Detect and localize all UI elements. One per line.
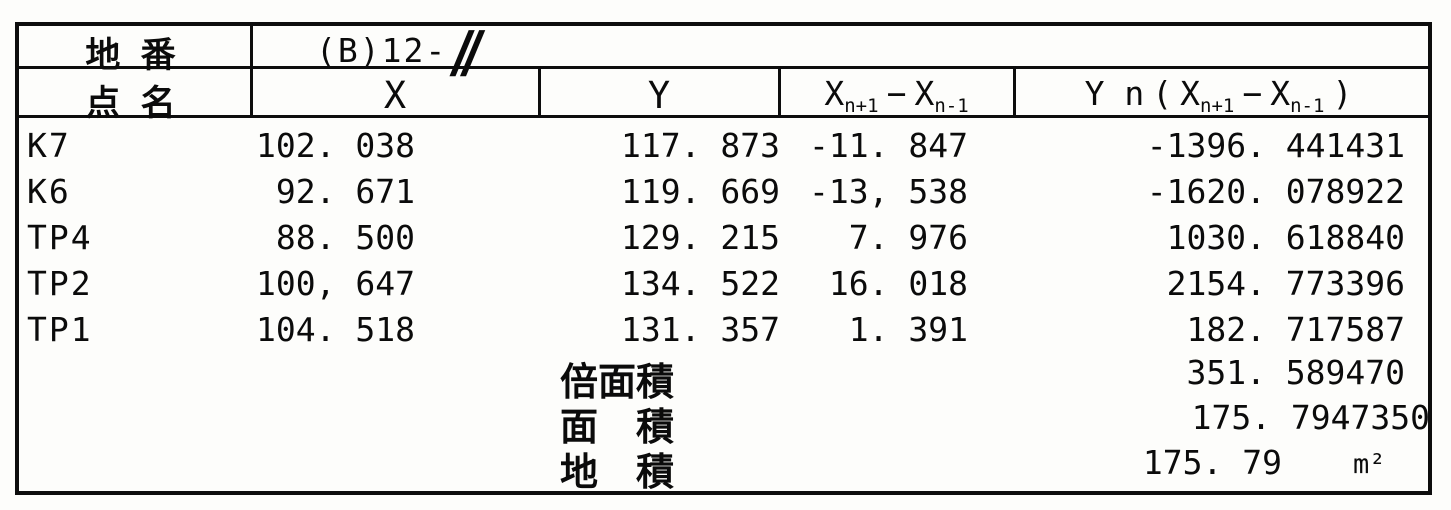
table-row: TP2 100, 647 134. 522 16. 018 2154. 7733… xyxy=(15,264,1432,306)
row-divider-parcel xyxy=(15,66,1432,69)
double-area-value: 351. 589470 xyxy=(1186,353,1405,392)
x-value: 100, 647 xyxy=(256,264,415,303)
point-name-header: 点 名 xyxy=(85,84,180,124)
dx-x1: X xyxy=(824,74,845,113)
product-value: -1396. 441431 xyxy=(1146,126,1405,165)
product-column-header: Y n(Xn+1− Xn-1) xyxy=(1016,74,1429,117)
prod-minus: − xyxy=(1242,74,1263,113)
prod-x2: X xyxy=(1270,74,1291,113)
table-outer-border xyxy=(15,22,1432,495)
y-value: 131. 357 xyxy=(621,310,780,349)
point-name: TP4 xyxy=(27,218,93,257)
area-value: 175. 7947350 xyxy=(1191,398,1430,437)
prod-sub1: n+1 xyxy=(1200,95,1235,117)
registered-area-label: 地 積 xyxy=(560,450,675,494)
table-row: TP4 88. 500 129. 215 7. 976 1030. 618840 xyxy=(15,218,1432,260)
point-name: K6 xyxy=(27,172,71,211)
registered-area-row: 地 積 175. 79 m² xyxy=(15,441,1432,494)
col-divider-y-dx xyxy=(778,68,781,117)
dx-value: -13, 538 xyxy=(809,172,968,211)
table-row: K6 92. 671 119. 669 -13, 538 -1620. 0789… xyxy=(15,172,1432,214)
dx-value: -11. 847 xyxy=(809,126,968,165)
point-name: TP1 xyxy=(27,310,93,349)
double-area-label: 倍面積 xyxy=(560,360,675,404)
double-area-row: 倍面積 351. 589470 xyxy=(15,351,1432,404)
product-value: -1620. 078922 xyxy=(1146,172,1405,211)
area-row: 面 積 175. 7947350 xyxy=(15,396,1432,449)
y-value: 134. 522 xyxy=(621,264,780,303)
x-value: 92. 671 xyxy=(275,172,415,211)
x-value: 88. 500 xyxy=(275,218,415,257)
prod-close-paren: ) xyxy=(1332,74,1353,113)
x-value: 104. 518 xyxy=(256,310,415,349)
y-value: 117. 873 xyxy=(621,126,780,165)
y-value: 119. 669 xyxy=(621,172,780,211)
dx-sub2: n-1 xyxy=(934,95,969,117)
dx-value: 7. 976 xyxy=(848,218,968,257)
table-row: K7 102. 038 117. 873 -11. 847 -1396. 441… xyxy=(15,126,1432,168)
registered-area-value: 175. 79 xyxy=(1142,443,1282,482)
prod-yn: Y n xyxy=(1084,74,1145,113)
product-value: 2154. 773396 xyxy=(1166,264,1405,303)
x-column-header: X xyxy=(383,74,407,117)
product-value: 1030. 618840 xyxy=(1166,218,1405,257)
dx-value: 1. 391 xyxy=(848,310,968,349)
square-meter-unit: m² xyxy=(1353,449,1386,480)
y-value: 129. 215 xyxy=(621,218,780,257)
x-value: 102. 038 xyxy=(256,126,415,165)
dx-minus: − xyxy=(886,74,907,113)
col-divider-label xyxy=(250,22,253,118)
prod-open-paren: ( xyxy=(1152,74,1173,113)
dx-column-header: Xn+1− Xn-1 xyxy=(780,74,1013,117)
parcel-number-typed: (B)12- xyxy=(316,31,448,70)
dx-x2: X xyxy=(914,74,935,113)
point-name: K7 xyxy=(27,126,71,165)
dx-sub1: n+1 xyxy=(844,95,879,117)
area-label: 面 積 xyxy=(560,405,675,449)
point-name: TP2 xyxy=(27,264,93,303)
row-divider-header xyxy=(15,115,1432,118)
table-row: TP1 104. 518 131. 357 1. 391 182. 717587 xyxy=(15,310,1432,352)
dx-value: 16. 018 xyxy=(828,264,968,303)
col-divider-dx-prod xyxy=(1013,68,1016,117)
parcel-number-label: 地 番 xyxy=(85,36,180,76)
col-divider-x-y xyxy=(538,68,541,117)
prod-x1: X xyxy=(1180,74,1201,113)
y-column-header: Y xyxy=(647,74,671,117)
product-value: 182. 717587 xyxy=(1186,310,1405,349)
prod-sub2: n-1 xyxy=(1290,95,1325,117)
